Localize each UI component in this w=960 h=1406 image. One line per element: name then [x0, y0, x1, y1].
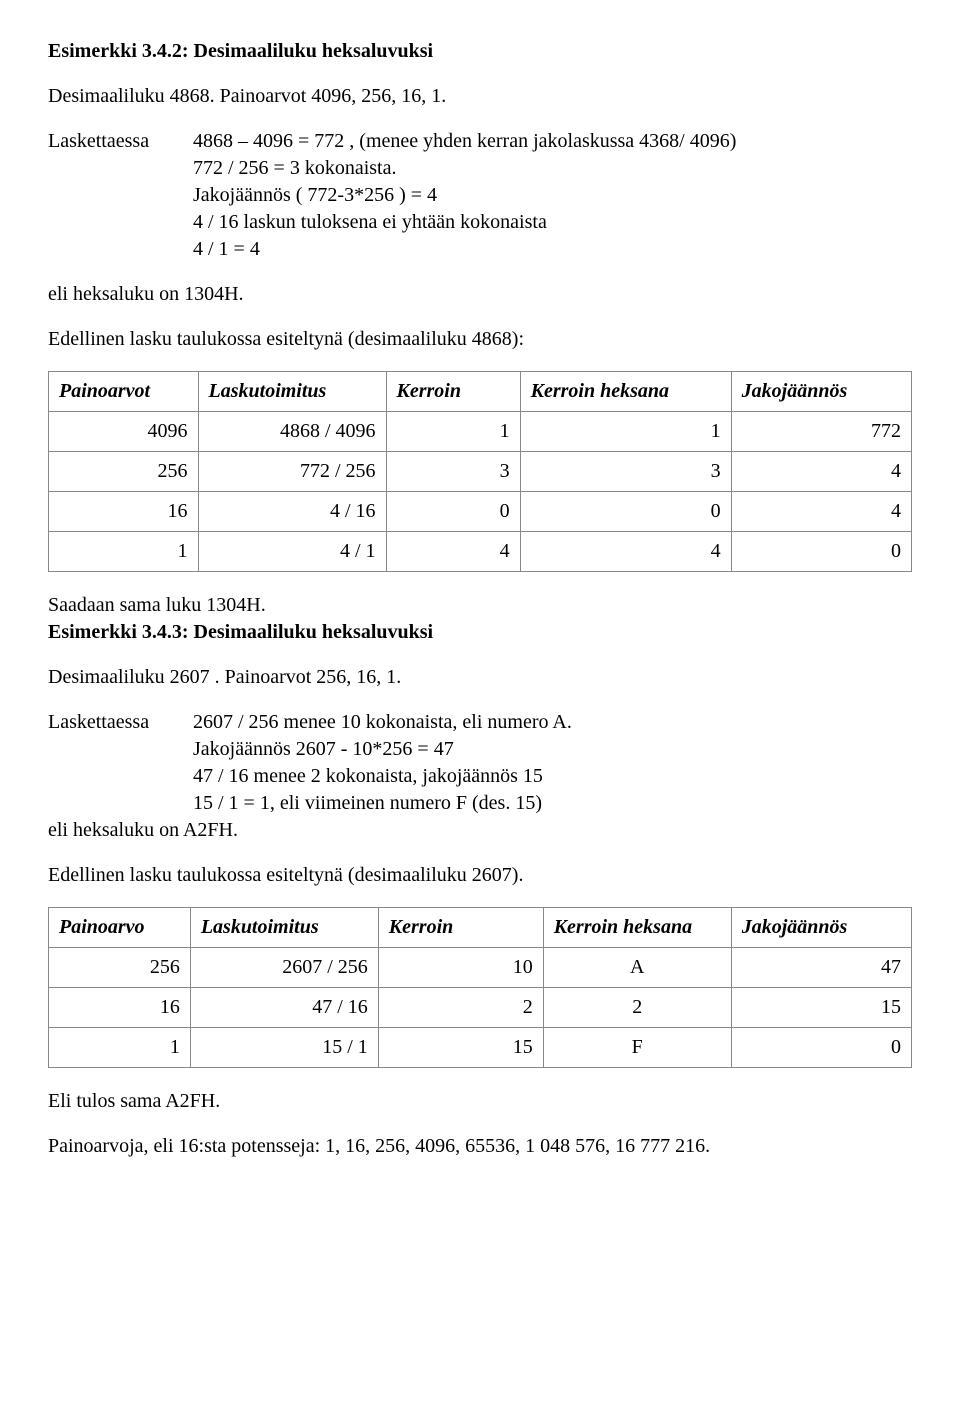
table-header: Kerroin heksana [543, 908, 731, 948]
paragraph: Desimaaliluku 4868. Painoarvot 4096, 256… [48, 83, 912, 110]
table-cell: 2 [378, 988, 543, 1028]
conversion-table-2: Painoarvo Laskutoimitus Kerroin Kerroin … [48, 907, 912, 1068]
paragraph: Edellinen lasku taulukossa esiteltynä (d… [48, 326, 912, 353]
table-cell: A [543, 948, 731, 988]
table-row: 16 47 / 16 2 2 15 [49, 988, 912, 1028]
table-cell: 4 / 16 [198, 492, 386, 532]
table-cell: 47 [731, 948, 911, 988]
paragraph: Edellinen lasku taulukossa esiteltynä (d… [48, 862, 912, 889]
calc-line: 47 / 16 menee 2 kokonaista, jakojäännös … [193, 763, 912, 790]
table-cell: 10 [378, 948, 543, 988]
table-cell: F [543, 1028, 731, 1068]
calc-line: 772 / 256 = 3 kokonaista. [193, 155, 912, 182]
table-cell: 4 [520, 532, 731, 572]
table-row: 256 2607 / 256 10 A 47 [49, 948, 912, 988]
table-cell: 1 [520, 412, 731, 452]
table-row: 1 15 / 1 15 F 0 [49, 1028, 912, 1068]
table-cell: 0 [386, 492, 520, 532]
table-cell: 256 [49, 948, 191, 988]
table-header: Painoarvot [49, 372, 199, 412]
paragraph: Painoarvoja, eli 16:sta potensseja: 1, 1… [48, 1133, 912, 1160]
table-cell: 4 / 1 [198, 532, 386, 572]
table-cell: 0 [731, 532, 911, 572]
table-cell: 3 [520, 452, 731, 492]
calc-line: Jakojäännös ( 772-3*256 ) = 4 [193, 182, 912, 209]
table-header: Laskutoimitus [190, 908, 378, 948]
calc-line: 4 / 1 = 4 [193, 236, 912, 263]
table-cell: 0 [731, 1028, 911, 1068]
calc-block-1: Laskettaessa 4868 – 4096 = 772 , (menee … [48, 128, 912, 263]
table-cell: 2607 / 256 [190, 948, 378, 988]
calc-label: Laskettaessa [48, 128, 193, 263]
table-cell: 1 [49, 1028, 191, 1068]
table-cell: 772 / 256 [198, 452, 386, 492]
table-cell: 1 [49, 532, 199, 572]
table-cell: 15 [378, 1028, 543, 1068]
table-cell: 15 / 1 [190, 1028, 378, 1068]
table-header: Jakojäännös [731, 372, 911, 412]
calc-line: 15 / 1 = 1, eli viimeinen numero F (des.… [193, 790, 912, 817]
table-cell: 4 [386, 532, 520, 572]
table-header: Kerroin heksana [520, 372, 731, 412]
table-cell: 772 [731, 412, 911, 452]
calc-line: Jakojäännös 2607 - 10*256 = 47 [193, 736, 912, 763]
calc-label: Laskettaessa [48, 709, 193, 817]
conversion-table-1: Painoarvot Laskutoimitus Kerroin Kerroin… [48, 371, 912, 572]
paragraph: Eli tulos sama A2FH. [48, 1088, 912, 1115]
calc-line: 4868 – 4096 = 772 , (menee yhden kerran … [193, 128, 912, 155]
table-cell: 4096 [49, 412, 199, 452]
table-row: 16 4 / 16 0 0 4 [49, 492, 912, 532]
table-cell: 0 [520, 492, 731, 532]
table-cell: 3 [386, 452, 520, 492]
paragraph: eli heksaluku on 1304H. [48, 281, 912, 308]
table-header: Laskutoimitus [198, 372, 386, 412]
table-header: Kerroin [378, 908, 543, 948]
example-heading-2: Esimerkki 3.4.3: Desimaaliluku heksaluvu… [48, 619, 912, 646]
table-cell: 16 [49, 492, 199, 532]
table-header: Painoarvo [49, 908, 191, 948]
table-cell: 4 [731, 452, 911, 492]
example-heading-1: Esimerkki 3.4.2: Desimaaliluku heksaluvu… [48, 38, 912, 65]
table-cell: 2 [543, 988, 731, 1028]
table-cell: 256 [49, 452, 199, 492]
table-cell: 15 [731, 988, 911, 1028]
table-cell: 16 [49, 988, 191, 1028]
table-row: 1 4 / 1 4 4 0 [49, 532, 912, 572]
table-header: Kerroin [386, 372, 520, 412]
table-cell: 1 [386, 412, 520, 452]
paragraph: Desimaaliluku 2607 . Painoarvot 256, 16,… [48, 664, 912, 691]
table-header: Jakojäännös [731, 908, 911, 948]
table-cell: 4868 / 4096 [198, 412, 386, 452]
paragraph: Saadaan sama luku 1304H. [48, 592, 912, 619]
calc-block-2: Laskettaessa 2607 / 256 menee 10 kokonai… [48, 709, 912, 817]
table-cell: 4 [731, 492, 911, 532]
table-row: 256 772 / 256 3 3 4 [49, 452, 912, 492]
calc-line: 4 / 16 laskun tuloksena ei yhtään kokona… [193, 209, 912, 236]
calc-line: 2607 / 256 menee 10 kokonaista, eli nume… [193, 709, 912, 736]
table-cell: 47 / 16 [190, 988, 378, 1028]
paragraph: eli heksaluku on A2FH. [48, 817, 912, 844]
table-row: 4096 4868 / 4096 1 1 772 [49, 412, 912, 452]
